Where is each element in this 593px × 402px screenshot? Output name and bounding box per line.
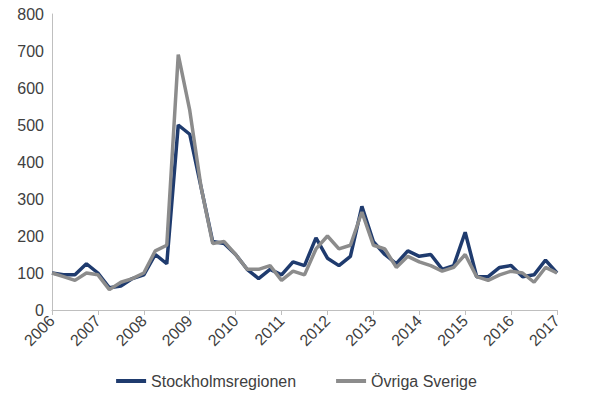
svg-text:Stockholmsregionen: Stockholmsregionen [151,373,296,390]
svg-text:2016: 2016 [480,312,517,349]
svg-text:400: 400 [17,154,44,171]
svg-text:200: 200 [17,228,44,245]
svg-text:2009: 2009 [159,312,196,349]
svg-text:Övriga Sverige: Övriga Sverige [371,373,477,390]
svg-text:2013: 2013 [342,312,379,349]
svg-text:700: 700 [17,43,44,60]
svg-text:2011: 2011 [251,312,287,348]
svg-text:500: 500 [17,117,44,134]
svg-text:2007: 2007 [67,312,104,349]
svg-text:2015: 2015 [434,312,471,349]
svg-text:2006: 2006 [21,312,58,349]
svg-text:2017: 2017 [526,312,563,349]
svg-text:300: 300 [17,191,44,208]
svg-text:800: 800 [17,6,44,23]
svg-text:0: 0 [35,301,44,319]
svg-text:2008: 2008 [113,312,150,349]
svg-text:2014: 2014 [388,312,425,349]
svg-text:600: 600 [17,80,44,97]
svg-text:2012: 2012 [296,312,333,349]
svg-text:100: 100 [17,265,44,282]
svg-text:2010: 2010 [204,312,241,349]
